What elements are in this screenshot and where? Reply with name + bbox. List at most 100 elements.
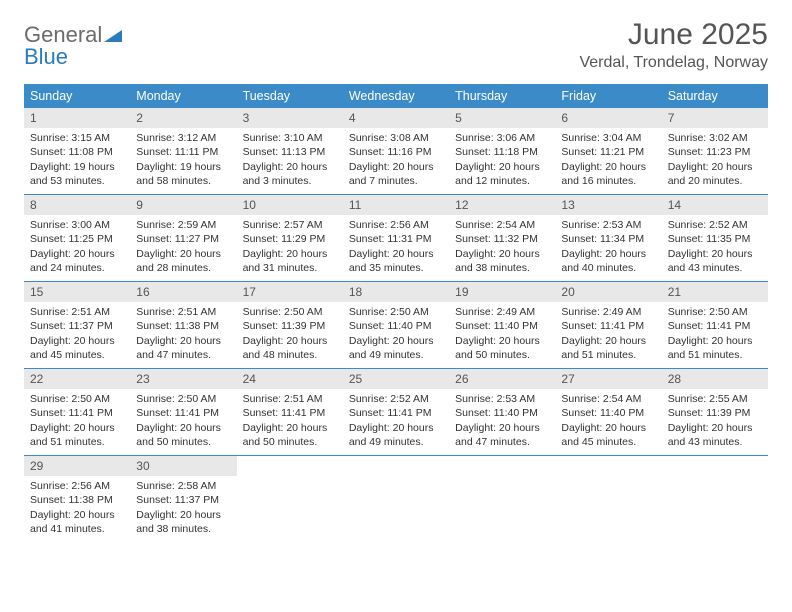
day-cell: 14Sunrise: 2:52 AMSunset: 11:35 PMDaylig… bbox=[662, 195, 768, 281]
weekday-header-row: SundayMondayTuesdayWednesdayThursdayFrid… bbox=[24, 84, 768, 108]
daylight-line: Daylight: 20 hours and 35 minutes. bbox=[349, 247, 443, 275]
sunset-line: Sunset: 11:38 PM bbox=[30, 493, 124, 507]
day-number bbox=[662, 456, 768, 476]
sunrise-line: Sunrise: 2:54 AM bbox=[561, 392, 655, 406]
day-number: 17 bbox=[237, 282, 343, 302]
day-number: 29 bbox=[24, 456, 130, 476]
day-cell: 1Sunrise: 3:15 AMSunset: 11:08 PMDayligh… bbox=[24, 108, 130, 194]
logo-text-block: General Blue bbox=[24, 24, 122, 68]
sunset-line: Sunset: 11:29 PM bbox=[243, 232, 337, 246]
logo-word-2: Blue bbox=[24, 44, 68, 69]
day-number: 20 bbox=[555, 282, 661, 302]
sunset-line: Sunset: 11:35 PM bbox=[668, 232, 762, 246]
logo-triangle-icon bbox=[104, 24, 122, 46]
daylight-line: Daylight: 20 hours and 20 minutes. bbox=[668, 160, 762, 188]
day-number: 7 bbox=[662, 108, 768, 128]
daylight-line: Daylight: 20 hours and 38 minutes. bbox=[136, 508, 230, 536]
sunset-line: Sunset: 11:40 PM bbox=[561, 406, 655, 420]
calendar: SundayMondayTuesdayWednesdayThursdayFrid… bbox=[24, 84, 768, 542]
sunrise-line: Sunrise: 2:58 AM bbox=[136, 479, 230, 493]
sunrise-line: Sunrise: 2:51 AM bbox=[243, 392, 337, 406]
sunrise-line: Sunrise: 2:56 AM bbox=[30, 479, 124, 493]
daylight-line: Daylight: 20 hours and 38 minutes. bbox=[455, 247, 549, 275]
sunset-line: Sunset: 11:18 PM bbox=[455, 145, 549, 159]
sunset-line: Sunset: 11:40 PM bbox=[455, 406, 549, 420]
daylight-line: Daylight: 20 hours and 49 minutes. bbox=[349, 334, 443, 362]
sunset-line: Sunset: 11:23 PM bbox=[668, 145, 762, 159]
sunset-line: Sunset: 11:41 PM bbox=[136, 406, 230, 420]
day-cell bbox=[343, 456, 449, 542]
daylight-line: Daylight: 20 hours and 51 minutes. bbox=[668, 334, 762, 362]
day-cell: 26Sunrise: 2:53 AMSunset: 11:40 PMDaylig… bbox=[449, 369, 555, 455]
day-cell: 11Sunrise: 2:56 AMSunset: 11:31 PMDaylig… bbox=[343, 195, 449, 281]
sunset-line: Sunset: 11:27 PM bbox=[136, 232, 230, 246]
sunrise-line: Sunrise: 2:52 AM bbox=[668, 218, 762, 232]
sunrise-line: Sunrise: 3:00 AM bbox=[30, 218, 124, 232]
day-cell bbox=[237, 456, 343, 542]
day-number: 12 bbox=[449, 195, 555, 215]
day-number bbox=[555, 456, 661, 476]
daylight-line: Daylight: 20 hours and 45 minutes. bbox=[561, 421, 655, 449]
daylight-line: Daylight: 20 hours and 48 minutes. bbox=[243, 334, 337, 362]
day-cell: 24Sunrise: 2:51 AMSunset: 11:41 PMDaylig… bbox=[237, 369, 343, 455]
sunset-line: Sunset: 11:41 PM bbox=[668, 319, 762, 333]
weekday-header: Saturday bbox=[662, 84, 768, 108]
sunrise-line: Sunrise: 2:56 AM bbox=[349, 218, 443, 232]
weekday-header: Thursday bbox=[449, 84, 555, 108]
weekday-header: Friday bbox=[555, 84, 661, 108]
week-row: 22Sunrise: 2:50 AMSunset: 11:41 PMDaylig… bbox=[24, 369, 768, 456]
sunrise-line: Sunrise: 2:59 AM bbox=[136, 218, 230, 232]
day-number: 13 bbox=[555, 195, 661, 215]
sunrise-line: Sunrise: 2:50 AM bbox=[136, 392, 230, 406]
weekday-header: Tuesday bbox=[237, 84, 343, 108]
title-block: June 2025 Verdal, Trondelag, Norway bbox=[579, 18, 768, 72]
day-number: 28 bbox=[662, 369, 768, 389]
day-number bbox=[237, 456, 343, 476]
daylight-line: Daylight: 20 hours and 31 minutes. bbox=[243, 247, 337, 275]
day-cell: 22Sunrise: 2:50 AMSunset: 11:41 PMDaylig… bbox=[24, 369, 130, 455]
daylight-line: Daylight: 20 hours and 43 minutes. bbox=[668, 421, 762, 449]
daylight-line: Daylight: 20 hours and 7 minutes. bbox=[349, 160, 443, 188]
daylight-line: Daylight: 20 hours and 3 minutes. bbox=[243, 160, 337, 188]
daylight-line: Daylight: 20 hours and 24 minutes. bbox=[30, 247, 124, 275]
weekday-header: Monday bbox=[130, 84, 236, 108]
sunset-line: Sunset: 11:13 PM bbox=[243, 145, 337, 159]
week-row: 15Sunrise: 2:51 AMSunset: 11:37 PMDaylig… bbox=[24, 282, 768, 369]
day-number: 19 bbox=[449, 282, 555, 302]
day-cell: 15Sunrise: 2:51 AMSunset: 11:37 PMDaylig… bbox=[24, 282, 130, 368]
daylight-line: Daylight: 20 hours and 47 minutes. bbox=[455, 421, 549, 449]
sunrise-line: Sunrise: 2:52 AM bbox=[349, 392, 443, 406]
sunrise-line: Sunrise: 3:08 AM bbox=[349, 131, 443, 145]
day-cell: 21Sunrise: 2:50 AMSunset: 11:41 PMDaylig… bbox=[662, 282, 768, 368]
day-cell: 2Sunrise: 3:12 AMSunset: 11:11 PMDayligh… bbox=[130, 108, 236, 194]
sunset-line: Sunset: 11:41 PM bbox=[30, 406, 124, 420]
header: General Blue June 2025 Verdal, Trondelag… bbox=[24, 18, 768, 72]
day-cell: 7Sunrise: 3:02 AMSunset: 11:23 PMDayligh… bbox=[662, 108, 768, 194]
day-number: 23 bbox=[130, 369, 236, 389]
daylight-line: Daylight: 20 hours and 16 minutes. bbox=[561, 160, 655, 188]
logo: General Blue bbox=[24, 18, 122, 68]
daylight-line: Daylight: 20 hours and 47 minutes. bbox=[136, 334, 230, 362]
day-cell: 29Sunrise: 2:56 AMSunset: 11:38 PMDaylig… bbox=[24, 456, 130, 542]
day-number: 30 bbox=[130, 456, 236, 476]
day-cell: 13Sunrise: 2:53 AMSunset: 11:34 PMDaylig… bbox=[555, 195, 661, 281]
sunrise-line: Sunrise: 3:12 AM bbox=[136, 131, 230, 145]
sunset-line: Sunset: 11:38 PM bbox=[136, 319, 230, 333]
day-number: 14 bbox=[662, 195, 768, 215]
sunrise-line: Sunrise: 2:51 AM bbox=[30, 305, 124, 319]
day-cell: 8Sunrise: 3:00 AMSunset: 11:25 PMDayligh… bbox=[24, 195, 130, 281]
sunrise-line: Sunrise: 3:15 AM bbox=[30, 131, 124, 145]
day-cell bbox=[662, 456, 768, 542]
day-cell bbox=[555, 456, 661, 542]
sunset-line: Sunset: 11:40 PM bbox=[349, 319, 443, 333]
sunrise-line: Sunrise: 3:10 AM bbox=[243, 131, 337, 145]
sunrise-line: Sunrise: 2:54 AM bbox=[455, 218, 549, 232]
day-cell: 30Sunrise: 2:58 AMSunset: 11:37 PMDaylig… bbox=[130, 456, 236, 542]
sunset-line: Sunset: 11:34 PM bbox=[561, 232, 655, 246]
sunrise-line: Sunrise: 2:50 AM bbox=[668, 305, 762, 319]
day-cell: 6Sunrise: 3:04 AMSunset: 11:21 PMDayligh… bbox=[555, 108, 661, 194]
day-cell: 3Sunrise: 3:10 AMSunset: 11:13 PMDayligh… bbox=[237, 108, 343, 194]
day-cell: 28Sunrise: 2:55 AMSunset: 11:39 PMDaylig… bbox=[662, 369, 768, 455]
day-cell: 16Sunrise: 2:51 AMSunset: 11:38 PMDaylig… bbox=[130, 282, 236, 368]
day-cell: 10Sunrise: 2:57 AMSunset: 11:29 PMDaylig… bbox=[237, 195, 343, 281]
